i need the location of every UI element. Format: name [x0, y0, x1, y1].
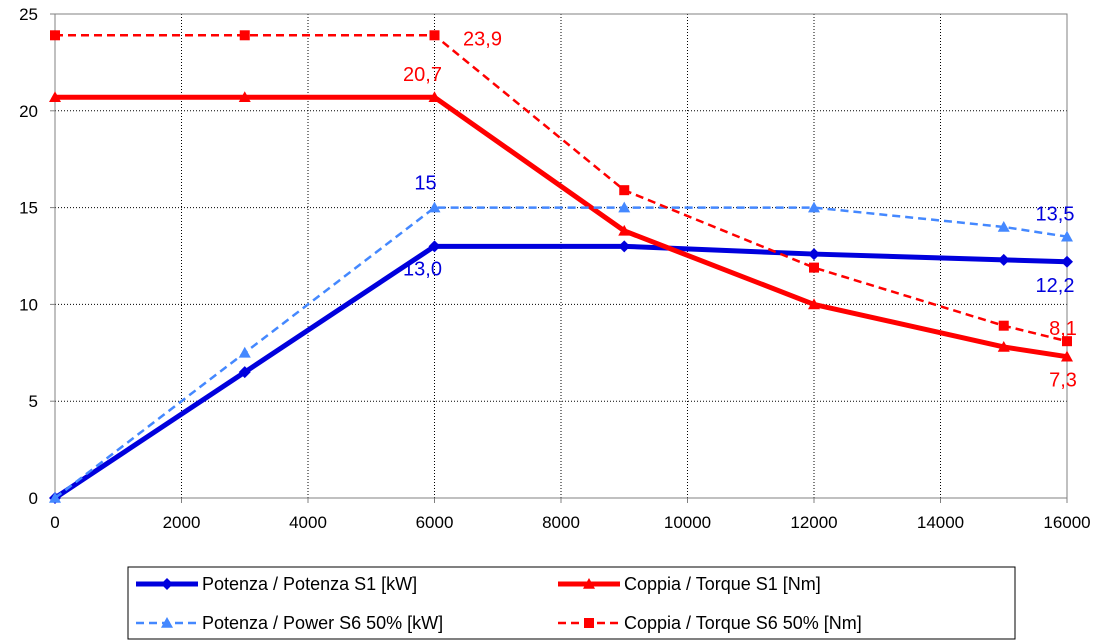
- data-point: [618, 240, 631, 253]
- data-label: 23,9: [463, 28, 502, 50]
- x-tick-label: 6000: [416, 513, 454, 532]
- x-tick-label: 2000: [163, 513, 201, 532]
- legend-label: Potenza / Power S6 50% [kW]: [202, 613, 443, 633]
- x-tick-label: 16000: [1043, 513, 1090, 532]
- x-tick-label: 8000: [542, 513, 580, 532]
- data-point: [238, 346, 251, 358]
- data-point: [618, 201, 631, 213]
- axis-tick-labels: 0 2000 4000 6000 8000 10000 12000 14000 16000 0 5 1…: [19, 5, 1091, 532]
- x-tick-label: 10000: [664, 513, 711, 532]
- legend-label: Potenza / Potenza S1 [kW]: [202, 574, 417, 594]
- x-tick-label: 14000: [917, 513, 964, 532]
- data-point: [997, 340, 1010, 352]
- y-tick-label: 25: [19, 5, 38, 24]
- legend-item-4: Coppia / Torque S6 50% [Nm]: [558, 613, 862, 633]
- legend-item-2: Coppia / Torque S1 [Nm]: [558, 574, 821, 594]
- data-point: [618, 224, 631, 236]
- data-point: [429, 30, 440, 41]
- data-point: [50, 30, 60, 41]
- y-tick-label: 5: [29, 392, 38, 411]
- legend-label: Coppia / Torque S1 [Nm]: [624, 574, 821, 594]
- legend-item-1: Potenza / Potenza S1 [kW]: [136, 574, 417, 594]
- data-point: [49, 91, 61, 103]
- legend-item-3: Potenza / Power S6 50% [kW]: [136, 613, 443, 633]
- data-point: [808, 248, 820, 261]
- data-point: [239, 30, 250, 41]
- data-point: [808, 201, 820, 213]
- data-point: [49, 492, 61, 503]
- data-label: 20,7: [403, 64, 442, 86]
- series-3: [49, 201, 1073, 503]
- data-point: [1061, 230, 1073, 242]
- data-point: [997, 220, 1010, 232]
- y-tick-label: 20: [19, 102, 38, 121]
- series-group: [49, 30, 1073, 504]
- x-tick-label: 0: [50, 513, 59, 532]
- legend-swatch-marker: [161, 617, 173, 628]
- data-point: [808, 298, 820, 310]
- legend-swatch-marker: [583, 578, 595, 589]
- y-tick-label: 15: [19, 199, 38, 218]
- data-point: [1061, 350, 1073, 362]
- x-tick-label: 4000: [289, 513, 327, 532]
- legend-swatch-marker: [584, 618, 594, 628]
- legend-swatch-marker: [161, 578, 173, 590]
- data-labels: 23,9 20,7 15 13,0 13,5 12,2 8,1 7,3: [403, 28, 1077, 391]
- data-point: [619, 185, 630, 196]
- legend-box: [127, 566, 1016, 640]
- data-point: [809, 262, 819, 273]
- data-point: [1062, 336, 1072, 347]
- data-label: 8,1: [1049, 318, 1077, 340]
- data-label: 13,5: [1036, 204, 1075, 226]
- y-tick-label: 0: [29, 489, 38, 508]
- grid: [50, 13, 1068, 503]
- data-point: [428, 91, 441, 103]
- data-point: [997, 253, 1010, 266]
- data-point: [238, 91, 251, 103]
- data-label: 12,2: [1036, 275, 1075, 297]
- data-label: 15: [414, 173, 436, 195]
- data-label: 7,3: [1049, 370, 1077, 392]
- legend: Potenza / Potenza S1 [kW] Coppia / Torque…: [127, 566, 1016, 640]
- data-point: [238, 366, 251, 379]
- legend-label: Coppia / Torque S6 50% [Nm]: [624, 613, 862, 633]
- data-point: [1061, 255, 1073, 268]
- series-2: [49, 91, 1073, 362]
- series-4: [50, 30, 1072, 347]
- data-point: [428, 240, 441, 253]
- y-tick-label: 10: [19, 295, 38, 314]
- data-point: [428, 201, 441, 213]
- data-point: [998, 320, 1009, 331]
- series-1: [49, 240, 1073, 504]
- x-tick-label: 12000: [790, 513, 837, 532]
- data-label: 13,0: [403, 258, 442, 280]
